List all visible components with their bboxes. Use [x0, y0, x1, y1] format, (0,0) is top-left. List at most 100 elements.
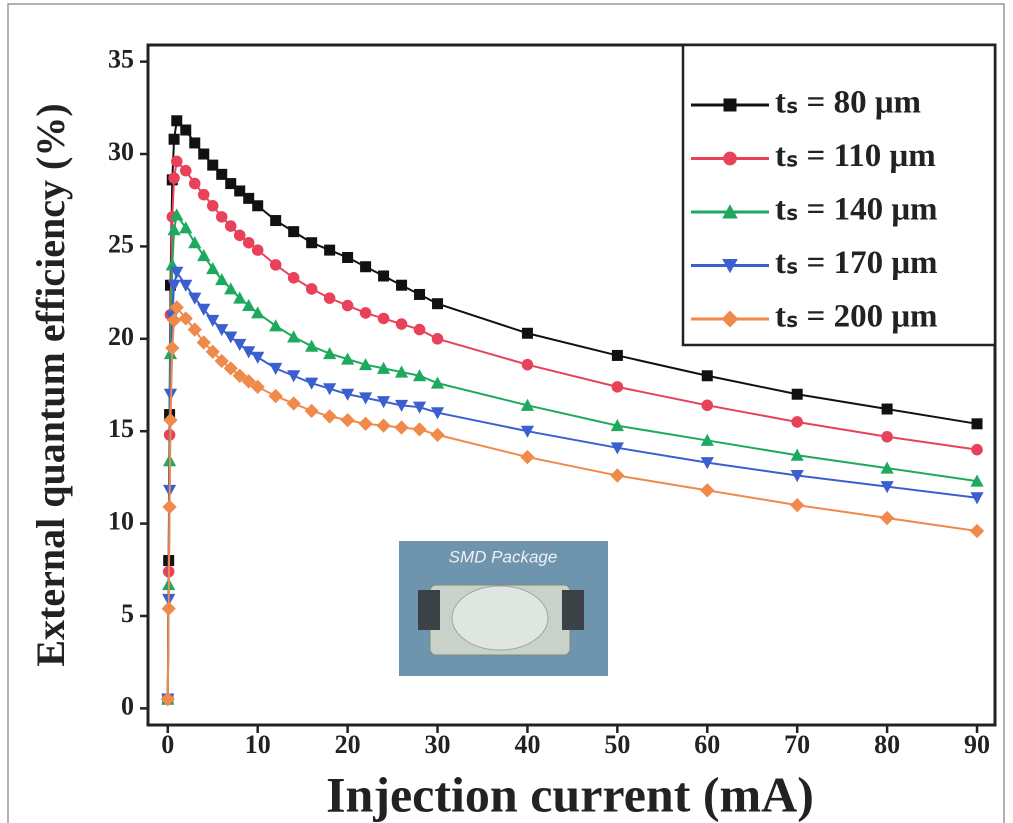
marker — [522, 359, 534, 371]
marker — [340, 413, 354, 427]
legend-label: tₛ = 200 μm — [775, 299, 938, 335]
marker — [269, 319, 282, 331]
marker — [251, 352, 264, 364]
marker — [179, 280, 192, 292]
marker — [306, 283, 318, 295]
marker — [882, 404, 893, 415]
legend-label: tₛ = 170 μm — [775, 245, 938, 281]
y-tick-label: 30 — [108, 137, 134, 166]
marker — [288, 272, 300, 284]
x-axis-label: Injection current (mA) — [326, 766, 814, 822]
marker — [880, 511, 894, 525]
y-tick-label: 10 — [108, 507, 134, 536]
marker — [342, 252, 353, 263]
marker — [360, 307, 372, 319]
marker — [396, 280, 407, 291]
marker — [378, 270, 389, 281]
y-tick-label: 15 — [108, 414, 134, 443]
x-tick-label: 40 — [514, 730, 540, 759]
marker — [180, 165, 192, 177]
legend-label: tₛ = 110 μm — [775, 138, 936, 174]
marker — [324, 292, 336, 304]
marker — [198, 149, 209, 160]
marker — [970, 492, 983, 504]
marker — [252, 244, 264, 256]
marker — [167, 223, 180, 235]
y-axis-label: External quantum efficiency (%) — [28, 103, 73, 666]
inset-photo: SMD Package — [399, 541, 608, 676]
marker — [288, 226, 299, 237]
marker — [724, 99, 737, 112]
marker — [324, 245, 335, 256]
marker — [180, 125, 191, 136]
chart: SMD Package External quantum efficiency … — [0, 0, 1013, 823]
marker — [414, 324, 426, 336]
marker — [612, 381, 624, 393]
marker — [970, 524, 984, 538]
marker — [323, 347, 336, 359]
marker — [305, 340, 318, 352]
marker — [414, 289, 425, 300]
marker — [394, 420, 408, 434]
marker — [306, 237, 317, 248]
marker — [612, 350, 623, 361]
x-tick-label: 50 — [604, 730, 630, 759]
x-tick-label: 70 — [784, 730, 810, 759]
marker — [376, 419, 390, 433]
marker — [610, 468, 624, 482]
marker — [432, 298, 443, 309]
marker — [723, 152, 737, 166]
marker — [701, 400, 713, 412]
marker — [206, 262, 219, 274]
x-tick-label: 0 — [161, 730, 174, 759]
marker — [162, 601, 176, 615]
marker — [270, 215, 281, 226]
marker — [396, 318, 408, 330]
marker — [234, 230, 246, 242]
package-lens — [452, 586, 548, 650]
lead-right — [562, 590, 584, 630]
marker — [360, 261, 371, 272]
marker — [430, 428, 444, 442]
marker — [342, 300, 354, 312]
marker — [207, 200, 219, 212]
marker — [412, 422, 426, 436]
marker — [790, 498, 804, 512]
marker — [197, 249, 210, 261]
y-tick-label: 25 — [108, 229, 134, 258]
marker — [270, 259, 282, 271]
lead-left — [418, 590, 440, 630]
x-tick-label: 10 — [245, 730, 271, 759]
marker — [378, 313, 390, 325]
marker — [432, 333, 444, 345]
marker — [881, 431, 893, 443]
marker — [304, 404, 318, 418]
marker — [287, 370, 300, 382]
marker — [792, 389, 803, 400]
marker — [269, 389, 283, 403]
marker — [522, 328, 533, 339]
legend-label: tₛ = 80 μm — [775, 85, 921, 121]
y-tick-label: 20 — [108, 322, 134, 351]
y-tick-label: 35 — [108, 45, 134, 74]
marker — [520, 450, 534, 464]
marker — [189, 137, 200, 148]
marker — [179, 221, 192, 233]
marker — [700, 483, 714, 497]
y-tick-label: 5 — [121, 599, 134, 628]
marker — [971, 444, 983, 456]
marker — [216, 211, 228, 223]
x-tick-label: 60 — [694, 730, 720, 759]
y-tick-label: 0 — [121, 691, 134, 720]
marker — [287, 330, 300, 342]
marker — [252, 200, 263, 211]
marker — [243, 237, 255, 249]
marker — [188, 236, 201, 248]
marker — [431, 377, 444, 389]
x-tick-label: 90 — [964, 730, 990, 759]
marker — [162, 500, 176, 514]
marker — [169, 134, 180, 145]
legend-label: tₛ = 140 μm — [775, 192, 938, 228]
marker — [198, 189, 210, 201]
marker — [702, 370, 713, 381]
